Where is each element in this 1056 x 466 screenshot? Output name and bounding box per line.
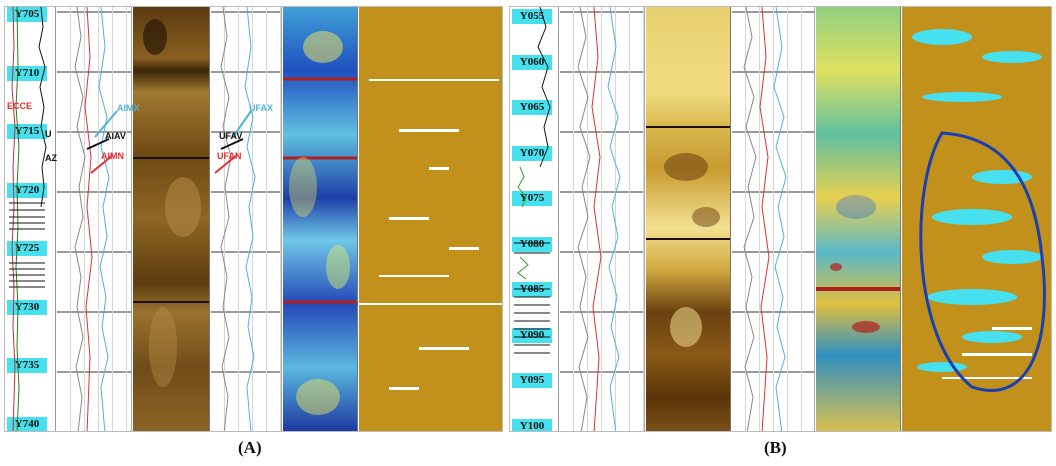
image-track-b1 xyxy=(646,7,731,431)
depth-label: Y070 xyxy=(512,145,552,161)
log-curves-b1 xyxy=(577,7,621,431)
depth-track-b: Y055 Y060 Y065 Y070 Y075 Y080 Y085 Y090 Y095 Y100 xyxy=(510,7,559,431)
log-curves-a1 xyxy=(74,7,110,431)
depth-curves-b xyxy=(514,7,551,354)
image-texture-b1 xyxy=(646,126,730,347)
image-texture-a1 xyxy=(133,19,209,387)
depth-label: Y100 xyxy=(512,418,552,431)
image-track-a2 xyxy=(283,7,358,431)
curve-label-aimx: AIMX xyxy=(117,103,140,113)
depth-label: Y730 xyxy=(7,299,47,315)
curve-label-ufax: UFAX xyxy=(249,103,274,113)
side-label-ecce: ECCE xyxy=(7,101,33,111)
log-track-a1 xyxy=(57,7,132,431)
panel-b: Y055 Y060 Y065 Y070 Y075 Y080 Y085 Y090 Y095 Y100 xyxy=(509,6,1052,432)
curve-label-aimn: AIMN xyxy=(101,151,124,161)
image-track-b2 xyxy=(816,7,901,431)
image-track-a3 xyxy=(359,7,502,431)
image-track-b3 xyxy=(902,7,1051,431)
side-label-u: U xyxy=(45,129,52,139)
log-track-a2 xyxy=(211,7,282,431)
image-texture-b3 xyxy=(912,29,1046,392)
caption-a: (A) xyxy=(238,438,262,457)
depth-label: Y710 xyxy=(7,65,47,81)
image-texture-a3 xyxy=(359,79,502,390)
depth-label: Y095 xyxy=(512,373,552,388)
highlight-outline xyxy=(919,131,1046,392)
annotations-a xyxy=(86,110,252,174)
log-curves-b2 xyxy=(743,7,787,431)
curve-label-ufan: UFAN xyxy=(217,151,242,161)
depth-label: Y715 xyxy=(7,124,47,139)
log-track-b2 xyxy=(732,7,815,431)
log-curves-a2 xyxy=(220,7,256,431)
side-label-az: AZ xyxy=(45,153,57,163)
depth-label: Y740 xyxy=(7,416,47,431)
depth-label: Y060 xyxy=(512,54,552,70)
curve-label-aiav: AIAV xyxy=(105,131,126,141)
depth-curves-a xyxy=(9,7,47,431)
depth-track-a: Y705 Y710 Y715 Y720 Y725 Y730 Y735 Y740 ECCE U … xyxy=(5,7,57,431)
depth-label: Y735 xyxy=(7,358,47,373)
depth-label: Y065 xyxy=(512,100,552,115)
image-track-a1 xyxy=(133,7,210,431)
caption-b: (B) xyxy=(764,438,787,457)
log-track-b1 xyxy=(560,7,645,431)
image-texture-b2 xyxy=(816,195,900,333)
panel-a: Y705 Y710 Y715 Y720 Y725 Y730 Y735 Y740 ECCE U … xyxy=(4,6,503,432)
depth-label: Y075 xyxy=(512,191,552,206)
curve-label-ufav: UFAV xyxy=(219,131,243,141)
image-texture-a2 xyxy=(283,31,357,415)
